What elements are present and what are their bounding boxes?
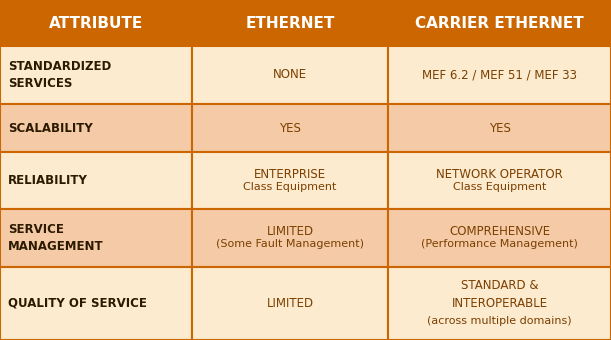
Text: (Some Fault Management): (Some Fault Management) [216,239,364,249]
Bar [388,46,611,104]
Bar [0,46,192,104]
Bar [192,46,388,104]
Text: LIMITED: LIMITED [266,297,313,310]
Text: LIMITED: LIMITED [266,225,313,238]
Bar [0,209,192,267]
Bar [388,104,611,152]
Text: RELIABILITY: RELIABILITY [8,174,88,187]
Bar [388,0,611,46]
Text: ETHERNET: ETHERNET [245,16,335,31]
Text: COMPREHENSIVE: COMPREHENSIVE [449,225,550,238]
Text: STANDARD &: STANDARD & [461,279,538,292]
Text: INTEROPERABLE: INTEROPERABLE [452,297,547,310]
Bar [192,152,388,209]
Bar [388,209,611,267]
Text: STANDARDIZED
SERVICES: STANDARDIZED SERVICES [8,60,111,90]
Text: NETWORK OPERATOR: NETWORK OPERATOR [436,168,563,181]
Bar [192,209,388,267]
Bar [0,267,192,340]
Text: ENTERPRISE: ENTERPRISE [254,168,326,181]
Text: Class Equipment: Class Equipment [453,182,546,192]
Text: SCALABILITY: SCALABILITY [8,121,93,135]
Text: CARRIER ETHERNET: CARRIER ETHERNET [415,16,584,31]
Text: SERVICE
MANAGEMENT: SERVICE MANAGEMENT [8,223,104,253]
Bar [192,0,388,46]
Text: ATTRIBUTE: ATTRIBUTE [49,16,143,31]
Bar [0,104,192,152]
Text: Class Equipment: Class Equipment [243,182,337,192]
Bar [0,0,192,46]
Bar [0,152,192,209]
Bar [192,104,388,152]
Text: YES: YES [489,121,510,135]
Text: MEF 6.2 / MEF 51 / MEF 33: MEF 6.2 / MEF 51 / MEF 33 [422,68,577,82]
Bar [388,267,611,340]
Text: (Performance Management): (Performance Management) [421,239,578,249]
Text: YES: YES [279,121,301,135]
Bar [192,267,388,340]
Text: NONE: NONE [273,68,307,82]
Text: QUALITY OF SERVICE: QUALITY OF SERVICE [8,297,147,310]
Bar [388,152,611,209]
Text: (across multiple domains): (across multiple domains) [427,316,572,326]
